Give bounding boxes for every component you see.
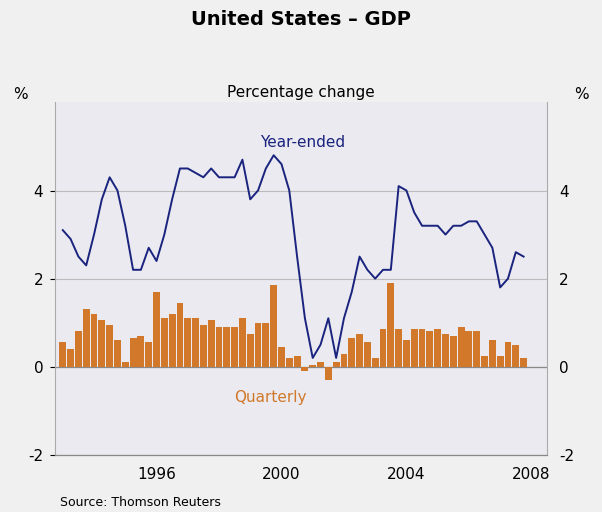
Bar (98, 321, 105, 367)
Bar (161, 318, 168, 367)
Bar (137, 336, 144, 367)
Bar (473, 331, 480, 367)
Bar (169, 314, 176, 367)
Bar (145, 343, 152, 367)
Bar (434, 329, 441, 367)
Bar (153, 292, 160, 367)
Bar (294, 356, 300, 367)
Bar (200, 325, 207, 367)
Bar (442, 334, 449, 367)
Bar (239, 318, 246, 367)
Bar (458, 327, 465, 367)
Bar (426, 331, 433, 367)
Bar (380, 329, 386, 367)
Bar (418, 329, 426, 367)
Bar (504, 343, 512, 367)
Bar (395, 329, 402, 367)
Bar (317, 362, 324, 367)
Bar (208, 321, 215, 367)
Bar (341, 353, 347, 367)
Bar (255, 323, 261, 367)
Bar (184, 318, 191, 367)
Bar (450, 336, 457, 367)
Bar (372, 358, 379, 367)
Bar (309, 365, 316, 367)
Bar (403, 340, 410, 367)
Bar (83, 309, 90, 367)
Bar (356, 334, 363, 367)
Bar (465, 331, 473, 367)
Bar (302, 367, 308, 371)
Bar (106, 325, 113, 367)
Bar (278, 347, 285, 367)
Bar (270, 285, 277, 367)
Bar (60, 343, 66, 367)
Text: Source: Thomson Reuters: Source: Thomson Reuters (60, 497, 221, 509)
Bar (286, 358, 293, 367)
Bar (333, 362, 340, 367)
Bar (67, 349, 74, 367)
Text: %: % (574, 88, 589, 102)
Bar (192, 318, 199, 367)
Title: Percentage change: Percentage change (227, 85, 375, 100)
Bar (216, 327, 222, 367)
Text: Year-ended: Year-ended (259, 135, 345, 150)
Bar (176, 303, 184, 367)
Bar (75, 331, 82, 367)
Bar (122, 362, 129, 367)
Bar (223, 327, 230, 367)
Bar (481, 356, 488, 367)
Bar (325, 367, 332, 380)
Bar (364, 343, 371, 367)
Bar (129, 338, 137, 367)
Bar (262, 323, 269, 367)
Text: Quarterly: Quarterly (235, 390, 307, 405)
Bar (349, 338, 355, 367)
Text: United States – GDP: United States – GDP (191, 10, 411, 29)
Bar (247, 334, 253, 367)
Bar (520, 358, 527, 367)
Text: %: % (13, 88, 28, 102)
Bar (497, 356, 504, 367)
Bar (411, 329, 418, 367)
Bar (114, 340, 121, 367)
Bar (512, 345, 519, 367)
Bar (231, 327, 238, 367)
Bar (489, 340, 496, 367)
Bar (387, 283, 394, 367)
Bar (90, 314, 98, 367)
